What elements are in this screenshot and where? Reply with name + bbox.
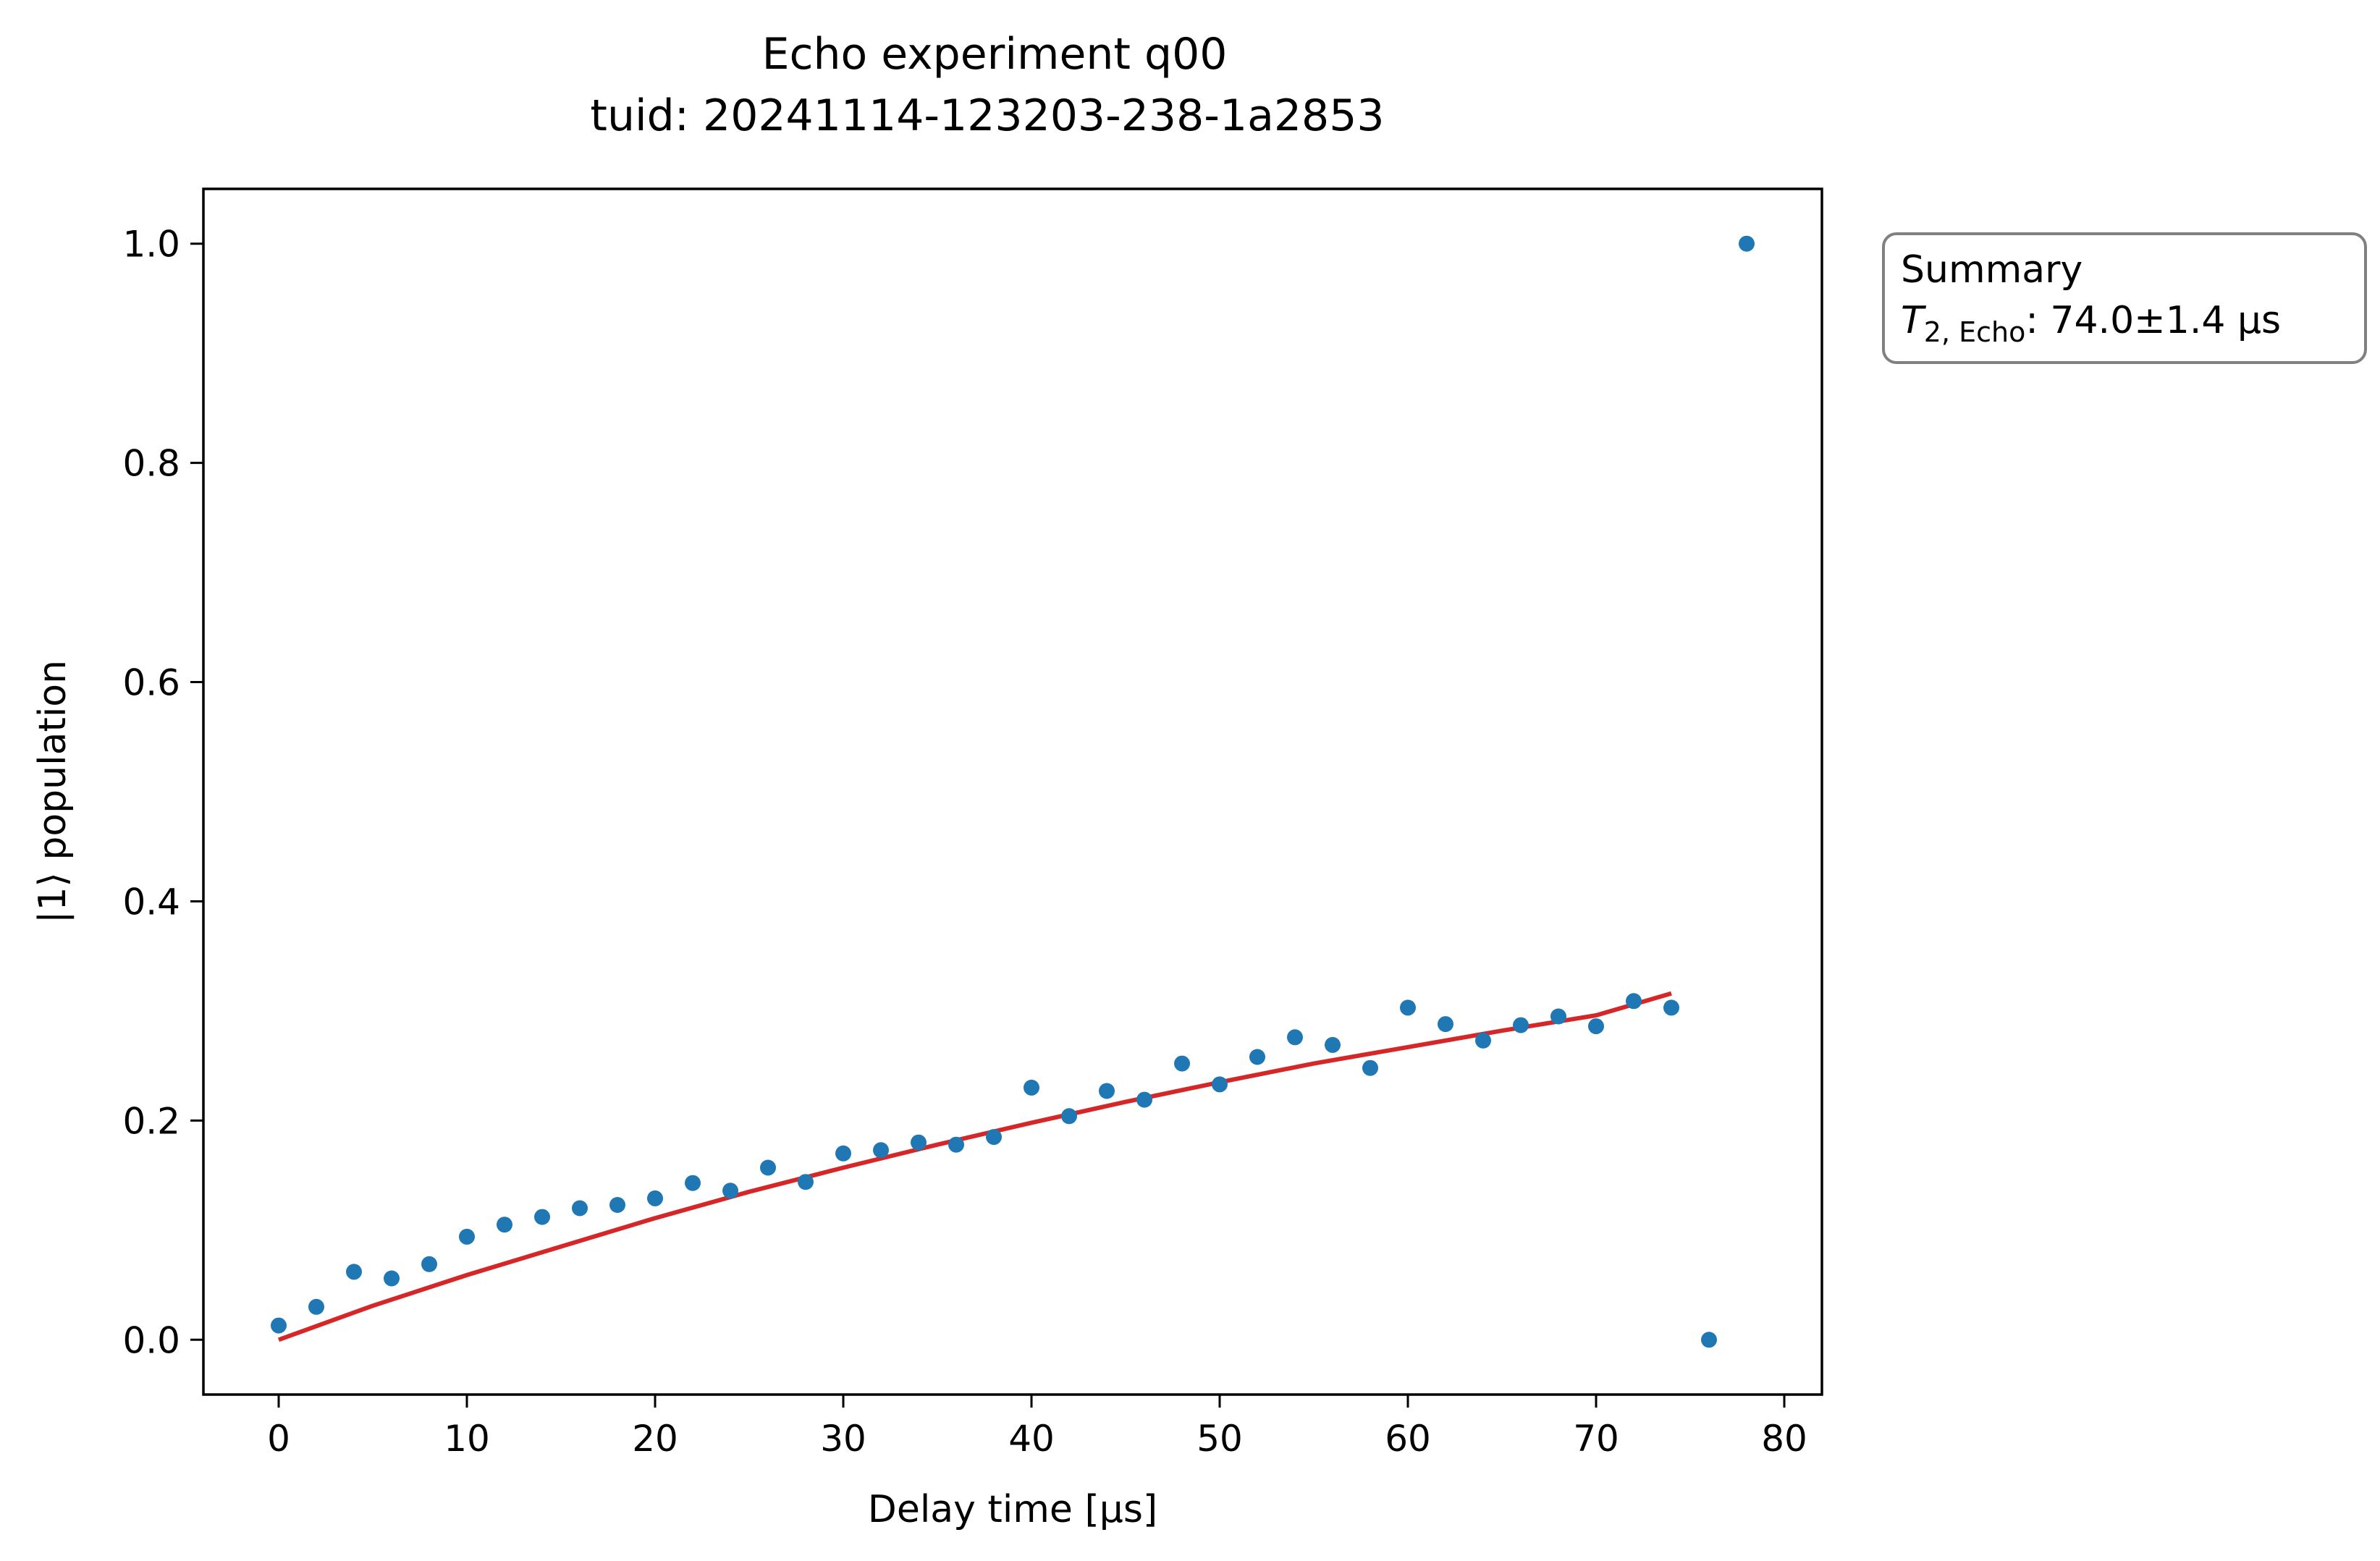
- data-point: [1325, 1036, 1341, 1053]
- fit-curve-line: [277, 991, 1672, 1342]
- data-point: [534, 1209, 550, 1225]
- data-point: [722, 1183, 738, 1199]
- data-point: [1438, 1016, 1453, 1033]
- summary-value: : 74.0±1.4 µs: [2025, 299, 2281, 342]
- data-point: [1475, 1032, 1491, 1049]
- summary-box-frame: [1882, 232, 2367, 364]
- y-tick-label: 0.8: [122, 443, 180, 485]
- data-point: [1024, 1079, 1039, 1096]
- data-point: [308, 1298, 324, 1315]
- data-point: [873, 1142, 889, 1159]
- x-tick-label: 30: [820, 1418, 866, 1460]
- fit-curve-layer: [277, 991, 1672, 1342]
- x-tick-label: 20: [632, 1418, 678, 1460]
- data-point: [1174, 1055, 1190, 1072]
- y-tick-label: 1.0: [122, 224, 180, 266]
- data-point: [271, 1317, 287, 1334]
- data-point: [685, 1175, 701, 1191]
- data-point: [421, 1256, 437, 1272]
- summary-subscript: 2, Echo: [1924, 316, 2026, 348]
- x-tick-label: 80: [1761, 1418, 1807, 1460]
- data-point: [384, 1270, 400, 1287]
- data-point: [497, 1217, 512, 1233]
- plot-frame: [202, 187, 1823, 1396]
- data-point: [1099, 1083, 1115, 1099]
- data-point: [1588, 1018, 1604, 1035]
- data-point: [1212, 1076, 1228, 1093]
- data-point: [798, 1174, 814, 1190]
- data-point: [1550, 1008, 1566, 1025]
- data-point: [1400, 999, 1416, 1016]
- ticks-layer: 0 10 20 30 40 50 60 70 80 0.0 0.2 0.4 0.6 0.8 1.0: [122, 224, 1807, 1460]
- x-tick-label: 60: [1385, 1418, 1431, 1460]
- data-points-layer: [271, 235, 1755, 1348]
- data-point: [647, 1190, 663, 1206]
- data-point: [1663, 999, 1679, 1016]
- data-point: [1701, 1332, 1717, 1348]
- data-point: [1362, 1059, 1378, 1076]
- x-tick-label: 0: [267, 1418, 290, 1460]
- data-point: [760, 1159, 776, 1176]
- data-point: [346, 1264, 362, 1280]
- y-tick-label: 0.2: [122, 1100, 180, 1142]
- data-point: [911, 1134, 927, 1151]
- data-point: [1739, 235, 1755, 252]
- data-point: [1249, 1049, 1265, 1065]
- data-point: [572, 1200, 588, 1217]
- y-tick-label: 0.4: [122, 881, 180, 923]
- y-tick-label: 0.0: [122, 1319, 180, 1361]
- data-point: [948, 1136, 964, 1153]
- chart-subtitle: tuid: 20241114-123203-238-1a2853: [590, 90, 1384, 141]
- x-tick-label: 10: [444, 1418, 490, 1460]
- summary-symbol: T: [1901, 299, 1927, 342]
- data-point: [986, 1129, 1002, 1146]
- summary-value-line: T2, Echo: 74.0±1.4 µs: [1901, 299, 2281, 348]
- data-point: [1513, 1017, 1529, 1033]
- data-point: [1626, 993, 1642, 1010]
- data-point: [835, 1145, 851, 1162]
- data-point: [1061, 1108, 1077, 1125]
- x-axis-label: Delay time [µs]: [868, 1488, 1157, 1531]
- y-axis-label: |1⟩ population: [31, 660, 75, 923]
- x-tick-label: 40: [1008, 1418, 1055, 1460]
- data-point: [1287, 1029, 1303, 1046]
- x-tick-label: 50: [1197, 1418, 1243, 1460]
- data-point: [459, 1228, 475, 1245]
- summary-heading: Summary: [1901, 248, 2082, 292]
- data-point: [609, 1197, 625, 1213]
- summary-box: Summary T2, Echo: 74.0±1.4 µs: [1882, 232, 2367, 364]
- chart-title: Echo experiment q00: [762, 29, 1228, 80]
- data-point: [1136, 1091, 1152, 1108]
- y-tick-label: 0.6: [122, 662, 180, 704]
- x-tick-label: 70: [1573, 1418, 1619, 1460]
